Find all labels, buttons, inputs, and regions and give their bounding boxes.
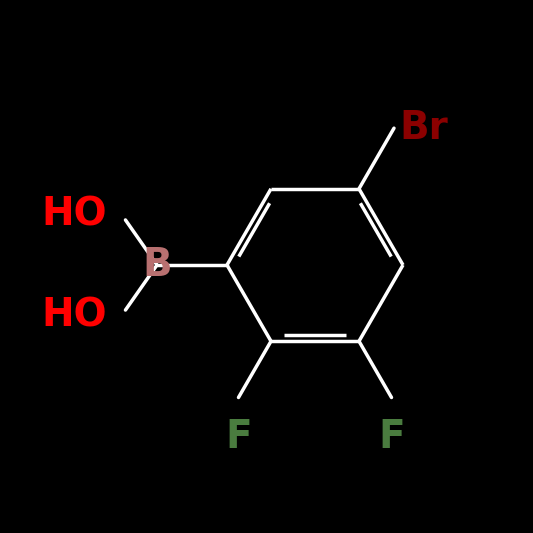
Text: HO: HO [42, 296, 108, 334]
Text: B: B [142, 246, 172, 284]
Text: F: F [225, 417, 252, 456]
Text: HO: HO [42, 196, 108, 234]
Text: F: F [378, 417, 405, 456]
Text: Br: Br [399, 109, 448, 147]
